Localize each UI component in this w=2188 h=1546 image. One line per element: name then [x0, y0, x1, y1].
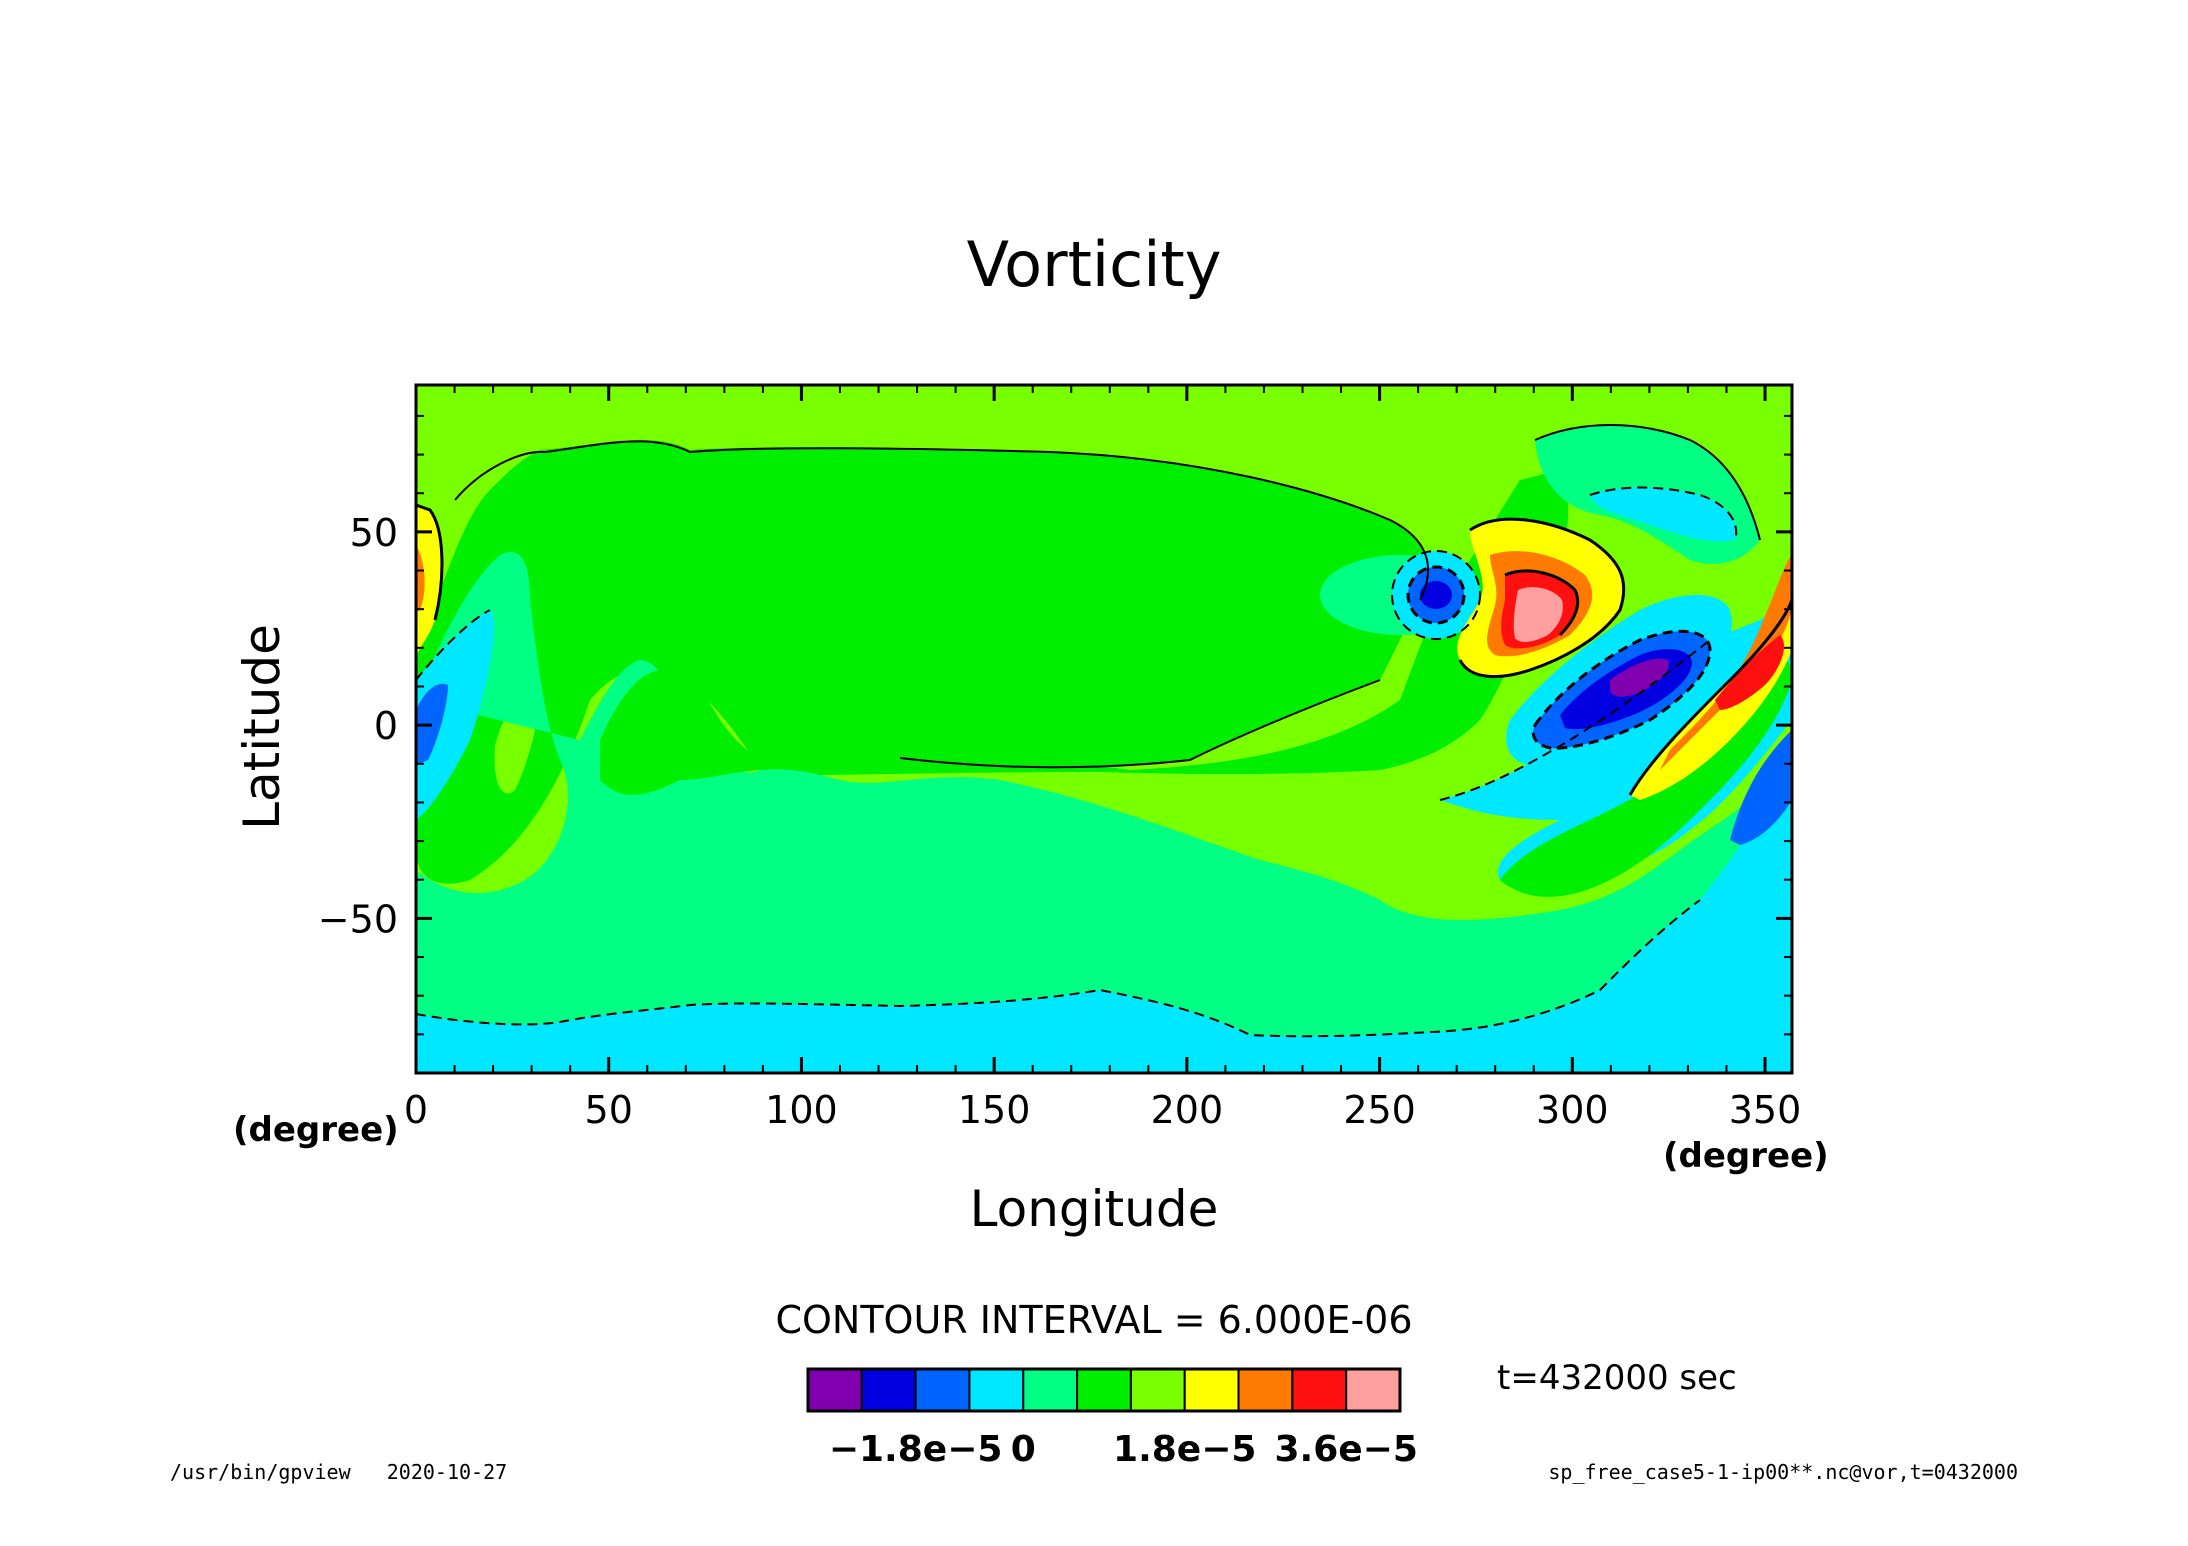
x-axis-unit-right: (degree)	[1663, 1136, 1829, 1176]
colorbar-swatch	[1291, 1368, 1348, 1412]
x-tick-label: 350	[1729, 1088, 1802, 1132]
field-cyan-left	[416, 610, 494, 820]
colorbar-swatch	[1076, 1368, 1132, 1412]
field-blue-right	[1730, 730, 1792, 845]
y-axis-ticks: −50 0 50	[318, 414, 1792, 1036]
y-tick-label: −50	[318, 897, 398, 941]
field-pink-vortex	[1513, 587, 1563, 642]
field-green-north	[416, 439, 1429, 884]
field-green-equator	[600, 470, 1569, 795]
colorbar-label: −1.8e−5	[829, 1429, 1003, 1470]
field-green-se	[1500, 660, 1792, 897]
footer-left: /usr/bin/gpview 2020-10-27	[170, 1460, 508, 1484]
field-orange-left	[416, 545, 425, 612]
colorbar-swatch	[807, 1368, 863, 1412]
colorbar-label: 0	[1011, 1429, 1036, 1470]
field-yellow-left	[416, 505, 442, 660]
colorbar-label: 3.6e−5	[1274, 1429, 1417, 1470]
contour-lines-negative	[416, 486, 1738, 1038]
y-axis-title: Latitude	[233, 624, 291, 830]
x-tick-label: 100	[765, 1088, 838, 1132]
colorbar-swatch	[1237, 1368, 1294, 1412]
x-tick-label: 200	[1151, 1088, 1224, 1132]
field-teal-south	[416, 552, 1792, 1073]
chart-title: Vorticity	[966, 228, 1222, 301]
x-tick-label: 300	[1536, 1088, 1609, 1132]
x-tick-label: 250	[1343, 1088, 1416, 1132]
plot-frame	[414, 383, 1794, 1075]
colorbar-swatch	[968, 1368, 1025, 1412]
field-red-se	[1715, 635, 1785, 710]
y-tick-label: 0	[374, 704, 398, 748]
colorbar-swatch	[1183, 1368, 1240, 1412]
field-cyan-ne	[1590, 487, 1737, 542]
colorbar-label: 1.8e−5	[1113, 1429, 1256, 1470]
field-purple-neg	[1610, 658, 1669, 697]
contour-interval-label: CONTOUR INTERVAL = 6.000E-06	[775, 1298, 1413, 1342]
x-tick-label: 150	[958, 1088, 1031, 1132]
colorbar-swatch	[860, 1368, 917, 1412]
colorbar-swatch	[1129, 1368, 1186, 1412]
field-orange-se	[1660, 556, 1792, 770]
colorbar-swatch	[1345, 1368, 1401, 1412]
field-darkblue-vortex	[1420, 581, 1452, 609]
time-label: t=432000 sec	[1497, 1358, 1737, 1398]
x-tick-label: 0	[404, 1088, 428, 1132]
y-tick-label: 50	[350, 511, 398, 555]
x-axis-unit-left: (degree)	[233, 1110, 399, 1150]
colorbar: −1.8e−5 0 1.8e−5 3.6e−5	[806, 1367, 1418, 1470]
contour-lines	[416, 424, 1792, 796]
colorbar-swatch	[914, 1368, 971, 1412]
field-cyan-south	[416, 780, 1792, 1073]
x-axis-title: Longitude	[969, 1180, 1219, 1238]
x-axis-ticks: 0 50 100 150 200 250 300 350	[404, 385, 1801, 1132]
contour-fields	[416, 385, 1792, 1073]
footer-right: sp_free_case5-1-ip00**.nc@vor,t=0432000	[1548, 1460, 2018, 1484]
colorbar-swatch	[1022, 1368, 1079, 1412]
colorbar-frame	[806, 1367, 1402, 1413]
x-tick-label: 50	[585, 1088, 633, 1132]
